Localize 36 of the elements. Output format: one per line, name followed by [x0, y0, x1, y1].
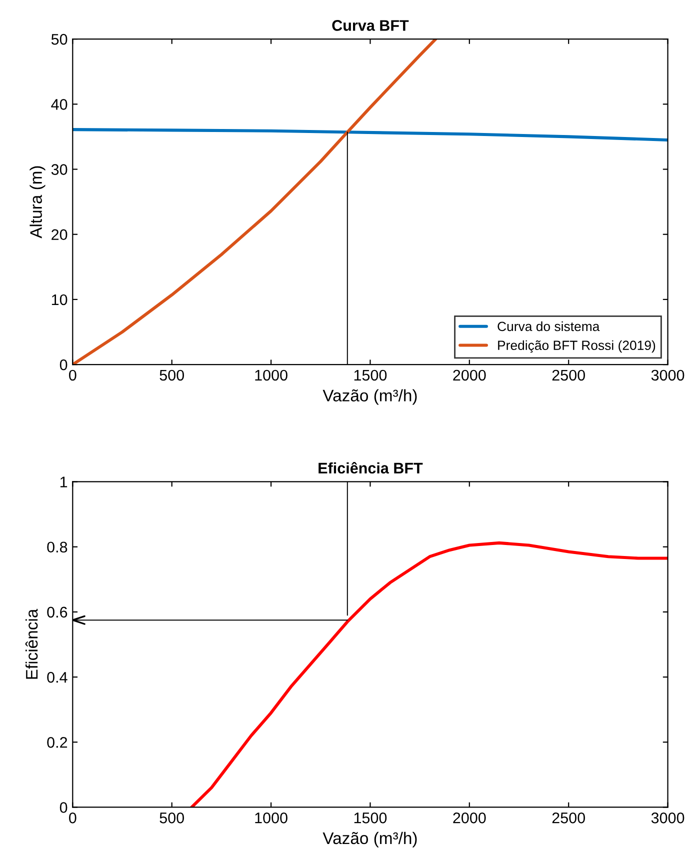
x-tick-label: 500 — [160, 370, 184, 381]
chart-title: Curva BFT — [332, 20, 409, 31]
y-tick-label: 0.6 — [47, 606, 68, 618]
x-tick-label: 2500 — [552, 812, 585, 824]
x-tick-label: 1000 — [255, 812, 288, 824]
x-tick-label: 2000 — [453, 370, 486, 381]
x-tick-label: 2000 — [453, 812, 486, 824]
x-tick-label: 1500 — [354, 370, 387, 381]
x-axis-title: Vazão (m³/h) — [322, 832, 417, 848]
x-axis-title: Vazão (m³/h) — [322, 389, 417, 405]
y-tick-label: 50 — [51, 34, 68, 45]
y-tick-label: 10 — [52, 294, 68, 306]
y-axis-title: Altura (m) — [30, 166, 46, 238]
y-tick-label: 1 — [60, 476, 68, 488]
y-tick-label: 0.2 — [47, 737, 68, 748]
legend-label: Predição BFT Rossi (2019) — [498, 340, 656, 353]
line-series — [190, 541, 668, 808]
x-tick-label: 0 — [69, 812, 76, 824]
x-tick-label: 3000 — [651, 370, 684, 381]
y-axis-title: Eficiência — [25, 608, 38, 679]
y-tick-label: 0 — [60, 359, 68, 370]
chart-title: Eficiência BFT — [318, 462, 423, 474]
y-tick-label: 30 — [51, 164, 68, 175]
y-tick-label: 0.4 — [47, 672, 68, 683]
y-tick-label: 0 — [60, 802, 68, 813]
y-tick-label: 0.8 — [47, 542, 68, 553]
x-tick-label: 0 — [69, 370, 76, 381]
x-tick-label: 1000 — [255, 370, 288, 381]
x-tick-label: 2500 — [552, 370, 585, 381]
x-tick-label: 500 — [160, 812, 184, 824]
x-tick-label: 1500 — [354, 812, 387, 824]
line-series — [72, 128, 668, 142]
y-tick-label: 40 — [51, 99, 68, 110]
y-tick-label: 20 — [52, 229, 68, 240]
x-tick-label: 3000 — [651, 812, 684, 824]
legend-label: Curva do sistema — [498, 321, 600, 332]
